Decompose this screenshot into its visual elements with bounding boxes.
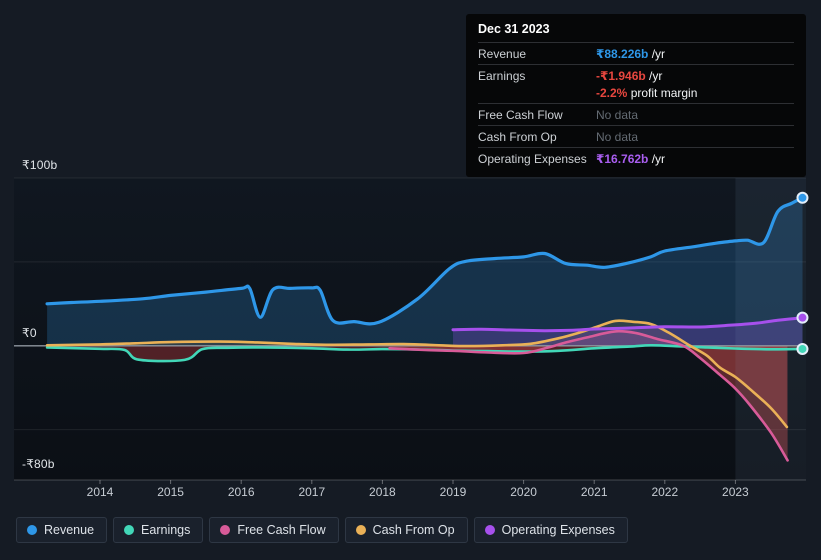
tooltip-row-operating-expenses: Operating Expenses ₹16.762b /yr (478, 148, 794, 171)
legend-dot-icon (27, 525, 37, 535)
tooltip-value: -₹1.946b (596, 69, 646, 83)
legend-item-operating-expenses[interactable]: Operating Expenses (473, 517, 628, 543)
tooltip-value: ₹88.226b (596, 47, 649, 61)
tooltip-row-cash-from-op: Cash From Op No data (478, 126, 794, 148)
tooltip-row-revenue: Revenue ₹88.226b /yr (478, 43, 794, 65)
legend-item-revenue[interactable]: Revenue (16, 517, 108, 543)
tooltip-label: Free Cash Flow (478, 108, 563, 122)
x-axis-label: 2020 (510, 485, 537, 499)
legend-dot-icon (355, 525, 366, 535)
tooltip-value: No data (596, 108, 639, 122)
tooltip-label: Operating Expenses (478, 152, 587, 166)
x-axis-label: 2019 (439, 485, 467, 499)
tooltip-label: Cash From Op (478, 130, 557, 144)
legend-item-free-cash-flow[interactable]: Free Cash Flow (209, 517, 339, 543)
y-axis-label-100b: ₹100b (22, 158, 58, 172)
tooltip-row-free-cash-flow: Free Cash Flow No data (478, 104, 794, 126)
x-axis-label: 2014 (86, 485, 114, 499)
tooltip-panel: Dec 31 2023 Revenue ₹88.226b /yr Earning… (466, 14, 806, 177)
legend-item-label: Earnings (141, 523, 191, 537)
legend-item-label: Cash From Op (372, 523, 455, 537)
tooltip-value: ₹16.762b (596, 152, 649, 166)
tooltip-row-earnings: Earnings -₹1.946b /yr -2.2% profit margi… (478, 65, 794, 104)
legend-item-label: Free Cash Flow (237, 523, 326, 537)
x-axis-label: 2023 (722, 485, 749, 499)
y-axis-label-0: ₹0 (22, 326, 37, 340)
legend-item-earnings[interactable]: Earnings (113, 517, 204, 543)
legend-dot-icon (484, 525, 495, 535)
tooltip-value: No data (596, 130, 639, 144)
x-axis-label: 2017 (298, 485, 326, 499)
legend: Revenue Earnings Free Cash Flow Cash From O… (16, 517, 628, 543)
tooltip-value-suffix: /yr (648, 47, 666, 61)
x-axis-label: 2018 (369, 485, 396, 499)
legend-item-cash-from-op[interactable]: Cash From Op (344, 517, 468, 543)
legend-item-label: Operating Expenses (501, 523, 615, 537)
legend-dot-icon (220, 525, 231, 535)
x-axis-label: 2022 (651, 485, 679, 499)
legend-dot-icon (124, 525, 135, 535)
tooltip-value-suffix: /yr (648, 152, 666, 166)
profit-margin-suffix: profit margin (627, 86, 698, 100)
tooltip-label: Earnings (478, 69, 526, 83)
x-axis-label: 2016 (227, 485, 255, 499)
profit-margin-value: -2.2% (596, 86, 628, 100)
tooltip-date: Dec 31 2023 (478, 14, 794, 43)
tooltip-value-suffix: /yr (645, 69, 663, 83)
x-axis-label: 2015 (157, 485, 184, 499)
x-axis: 2014 2015 2016 2017 2018 2019 2020 2021 2022 2023 (0, 485, 821, 501)
legend-item-label: Revenue (44, 523, 95, 537)
x-axis-label: 2021 (580, 485, 608, 499)
tooltip-label: Revenue (478, 47, 527, 61)
y-axis-label-neg80b: -₹80b (22, 457, 55, 471)
